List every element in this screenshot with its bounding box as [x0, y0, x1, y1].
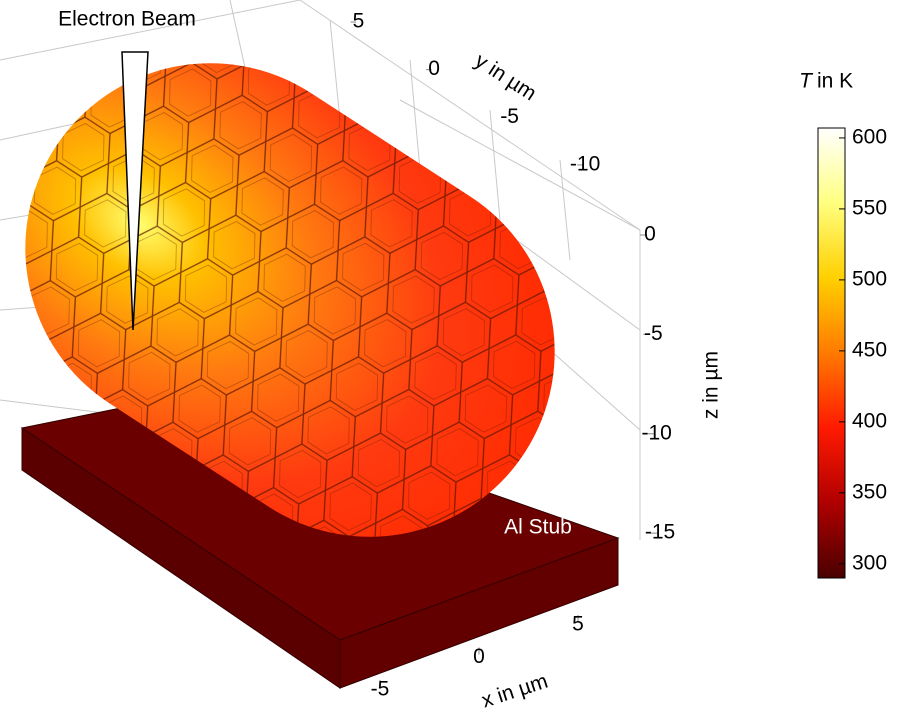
y-tick-label: -10: [570, 152, 600, 175]
colorbar-tick-label: 500: [852, 267, 887, 290]
colorbar-tick-label: 550: [852, 196, 887, 219]
colorbar-tick-label: 300: [852, 551, 887, 574]
colorbar-unit: in K: [817, 70, 853, 93]
y-tick-label: 5: [353, 10, 365, 33]
z-tick-label: -15: [645, 521, 675, 544]
colorbar-tick-label: 400: [852, 409, 887, 432]
x-axis-label: x in µm: [479, 670, 551, 713]
colorbar-tick-label: 600: [852, 125, 887, 148]
y-axis-label: y in µm: [471, 49, 541, 105]
z-tick-label: -5: [644, 322, 663, 345]
z-tick-label: -10: [642, 421, 672, 444]
annotation: Electron Beam: [58, 8, 196, 31]
z-tick-label: 0: [644, 223, 656, 246]
colorbar-tick-label: 350: [852, 480, 887, 503]
colorbar-tick-label: 450: [852, 338, 887, 361]
electron-beam: [121, 51, 149, 331]
x-tick-label: 0: [473, 645, 485, 668]
z-axis-label: z in µm: [700, 351, 723, 419]
y-tick-label: 0: [428, 57, 440, 80]
x-tick-label: 5: [572, 613, 584, 636]
colorbar-symbol: T: [799, 70, 814, 93]
colorbar: [817, 127, 846, 579]
x-tick-label: -5: [371, 678, 390, 701]
y-tick-label: -5: [500, 105, 519, 128]
annotation: Al Stub: [504, 516, 572, 539]
